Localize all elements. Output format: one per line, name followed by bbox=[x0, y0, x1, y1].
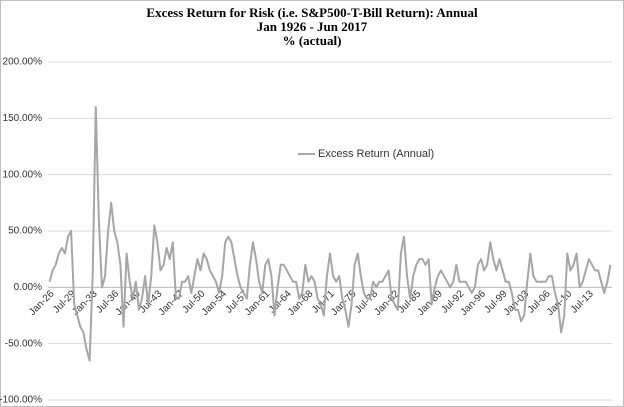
y-tick-label: -50.00% bbox=[5, 338, 42, 349]
y-tick-label: 150.00% bbox=[3, 113, 43, 124]
y-tick-label: 200.00% bbox=[3, 57, 43, 68]
legend-label: Excess Return (Annual) bbox=[318, 148, 434, 160]
chart-subtitle: Jan 1926 - Jun 2017 bbox=[257, 19, 368, 34]
y-tick-label: -100.00% bbox=[0, 395, 42, 406]
series-line bbox=[48, 106, 612, 362]
chart-subtitle: % (actual) bbox=[283, 33, 342, 48]
y-tick-label: 100.00% bbox=[3, 169, 43, 180]
chart-title: Excess Return for Risk (i.e. S&P500-T-Bi… bbox=[146, 5, 478, 20]
y-tick-label: 0.00% bbox=[14, 282, 42, 293]
y-tick-label: 50.00% bbox=[8, 226, 42, 237]
